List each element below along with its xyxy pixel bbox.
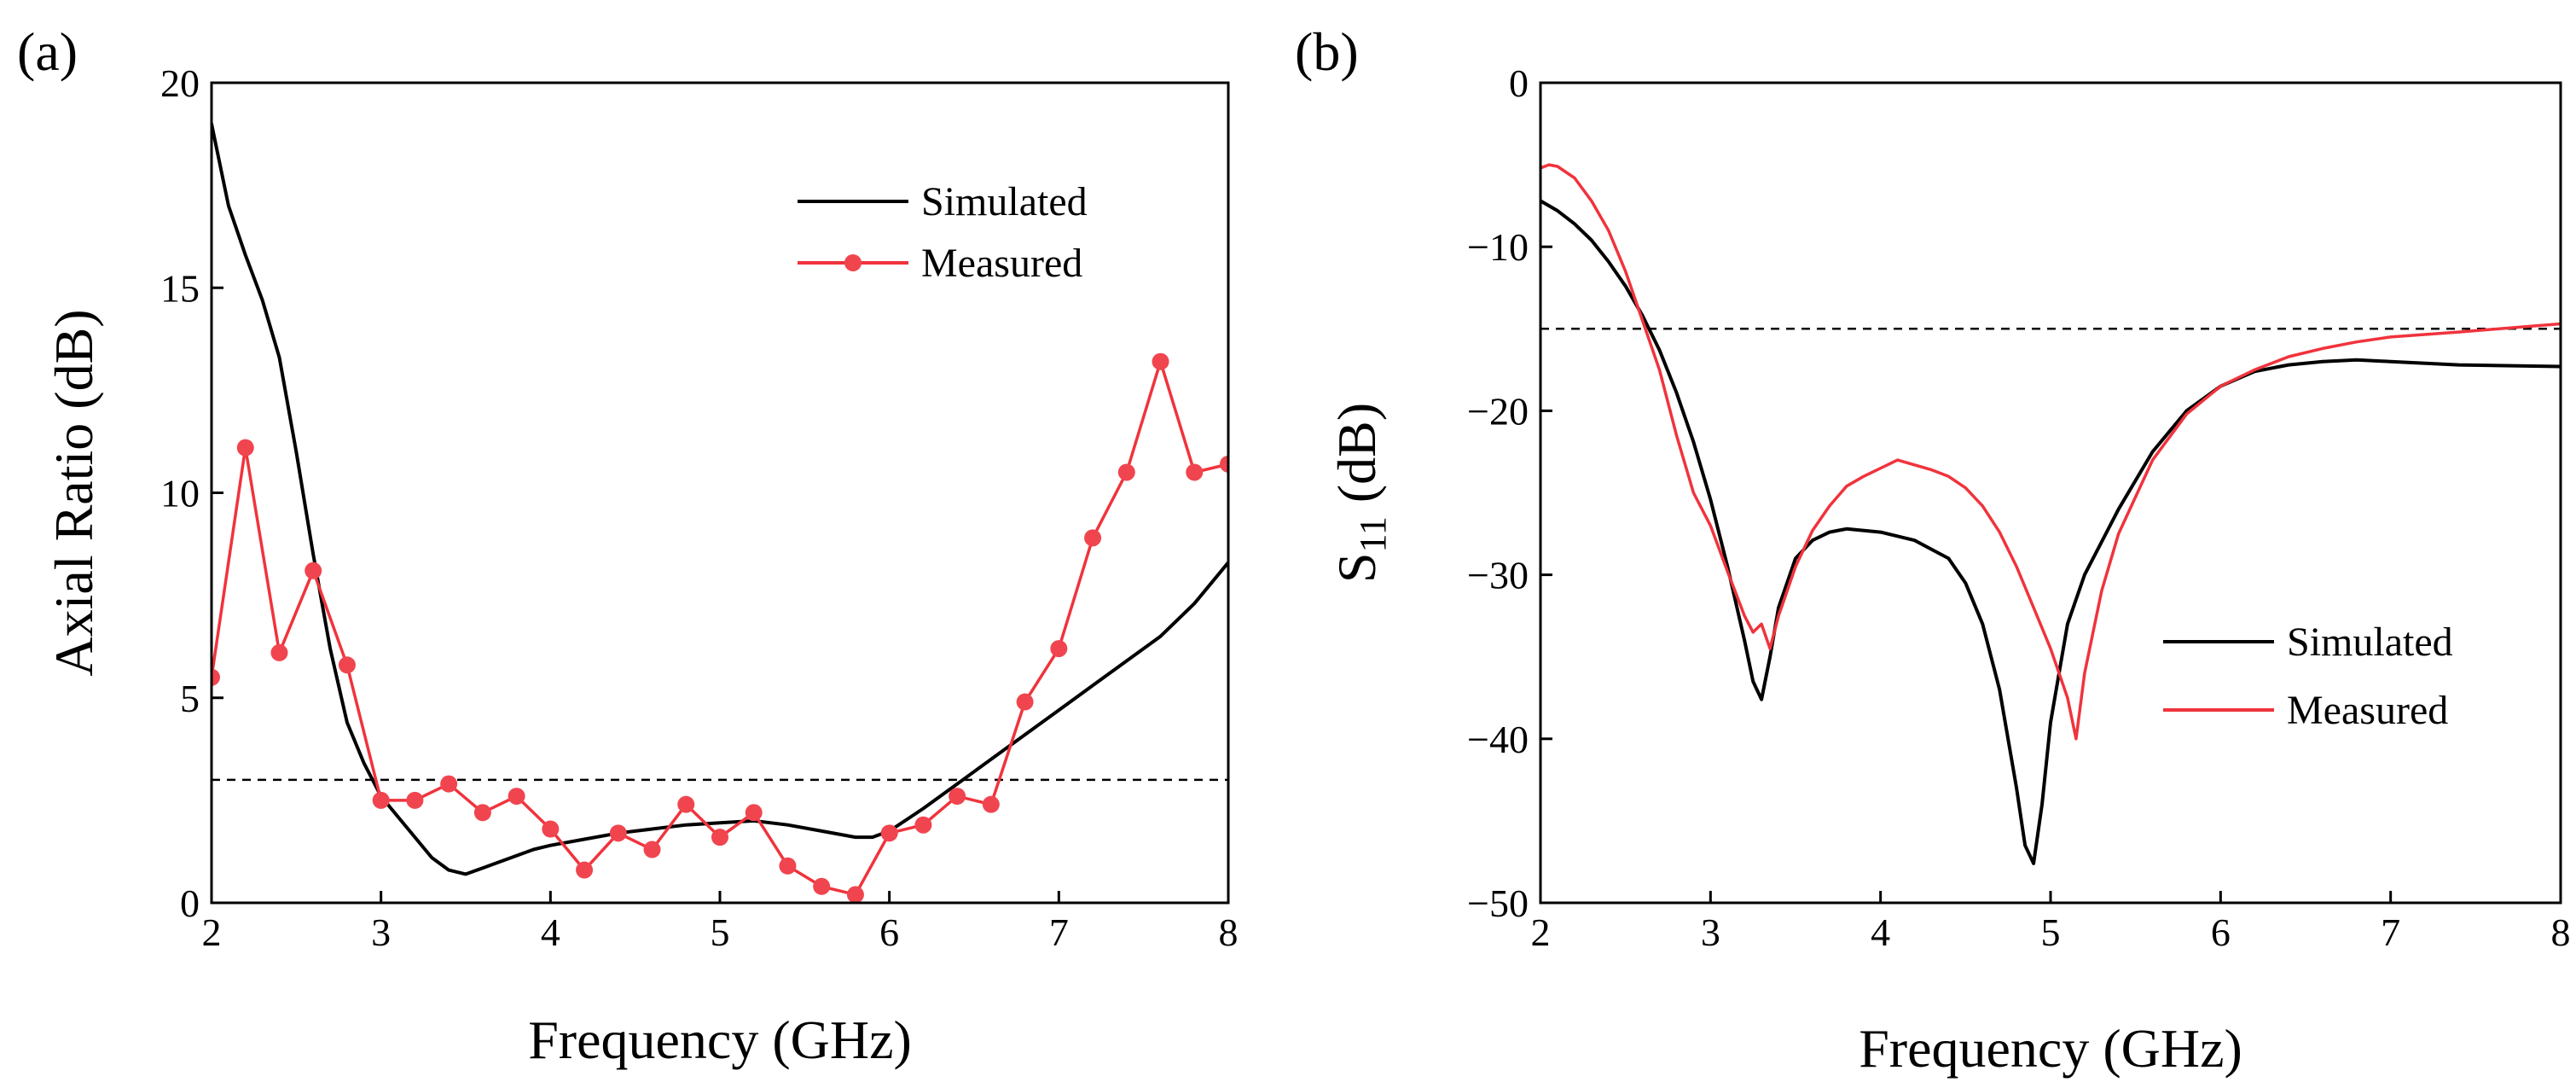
- panel-b-plot-area: [1540, 163, 2561, 865]
- panel-a-legend: Simulated Measured: [798, 179, 1088, 286]
- panel-a-axial-ratio: (a) 2 3 4 5 6 7 8 0 5 10 15 20 Frequency (GHz) Axia…: [17, 21, 1239, 1070]
- x-tick-label: 4: [541, 911, 560, 954]
- panel-b-axes-frame: [1539, 81, 2562, 905]
- series-point-measured: [372, 791, 390, 809]
- legend-label-simulated: Simulated: [921, 179, 1088, 224]
- legend-marker-measured: [844, 254, 862, 271]
- x-tick-label: 2: [1531, 911, 1551, 954]
- panel-a-y-axis-title: Axial Ratio (dB): [44, 309, 104, 676]
- y-tick-label: 15: [160, 266, 200, 310]
- x-tick-label: 7: [2381, 911, 2400, 954]
- x-tick-label: 3: [371, 911, 391, 954]
- x-tick-label: 5: [711, 911, 730, 954]
- panel-b-label: (b): [1295, 21, 1359, 82]
- y-tick-label: −10: [1467, 225, 1529, 269]
- series-point-measured: [1016, 693, 1034, 711]
- series-line-simulated: [1540, 199, 2561, 865]
- y-tick-label: 0: [1509, 61, 1529, 105]
- x-tick-label: 4: [1871, 911, 1890, 954]
- series-line-simulated: [212, 122, 1228, 876]
- legend-label-measured: Measured: [2287, 688, 2448, 733]
- panel-b-x-axis-title: Frequency (GHz): [1859, 1018, 2242, 1079]
- panel-b-legend: Simulated Measured: [2163, 620, 2453, 733]
- panel-b-y-axis-title-subscript: 11: [1352, 516, 1394, 552]
- panel-a-plot-area: [212, 122, 1228, 903]
- series-point-measured: [880, 824, 898, 842]
- series-point-measured: [1050, 640, 1068, 658]
- panel-b-y-axis-title: S11 (dB): [1326, 403, 1394, 583]
- x-tick-label: 2: [202, 911, 222, 954]
- series-point-measured: [982, 795, 1000, 813]
- panel-a-x-axis-title: Frequency (GHz): [528, 1009, 912, 1070]
- panel-b-y-axis-title-suffix: (dB): [1326, 403, 1387, 516]
- series-point-measured: [609, 824, 627, 842]
- series-point-measured: [949, 788, 966, 806]
- series-point-measured: [576, 861, 594, 879]
- x-tick-label: 3: [1701, 911, 1720, 954]
- x-tick-label: 6: [879, 911, 899, 954]
- series-point-measured: [779, 857, 797, 875]
- y-tick-label: 0: [180, 881, 200, 925]
- y-tick-label: −40: [1467, 718, 1529, 761]
- panel-a-label: (a): [17, 21, 78, 82]
- panel-a-ticks: 2 3 4 5 6 7 8 0 5 10 15 20: [160, 61, 1239, 954]
- series-point-measured: [1117, 463, 1135, 481]
- series-point-measured: [508, 788, 525, 806]
- x-tick-label: 8: [1219, 911, 1239, 954]
- series-point-measured: [338, 656, 356, 674]
- series-point-measured: [813, 877, 831, 895]
- y-tick-label: −50: [1467, 881, 1529, 925]
- panel-b-ticks: 2 3 4 5 6 7 8 0 −10 −20 −30 −40 −50: [1467, 61, 2570, 954]
- x-tick-label: 6: [2211, 911, 2231, 954]
- x-tick-label: 8: [2551, 911, 2571, 954]
- series-point-measured: [212, 668, 220, 686]
- series-line-measured: [1540, 163, 2561, 741]
- series-point-measured: [846, 886, 864, 903]
- series-point-measured: [305, 561, 322, 579]
- series-point-measured: [677, 795, 695, 813]
- series-point-measured: [1186, 463, 1204, 481]
- series-point-measured: [745, 804, 763, 822]
- series-point-measured: [236, 439, 254, 457]
- series-line-measured: [212, 359, 1228, 897]
- series-point-measured: [406, 791, 424, 809]
- series-point-measured: [473, 804, 491, 822]
- series-point-measured: [914, 816, 932, 834]
- panel-b-y-axis-title-main: S: [1326, 553, 1387, 584]
- y-tick-label: −20: [1467, 389, 1529, 433]
- x-tick-label: 7: [1049, 911, 1069, 954]
- x-tick-label: 5: [2041, 911, 2061, 954]
- y-tick-label: −30: [1467, 554, 1529, 597]
- series-point-measured: [440, 775, 458, 793]
- series-point-measured: [1220, 455, 1228, 473]
- panel-b-s11: (b) 2 3 4 5 6 7 8 0 −10 −20 −30 −40 −50 Frequency (G…: [1295, 21, 2571, 1079]
- series-point-measured: [1152, 352, 1169, 370]
- series-point-measured: [1084, 529, 1102, 547]
- y-tick-label: 10: [160, 472, 200, 515]
- series-point-measured: [643, 841, 661, 858]
- series-point-measured: [270, 643, 288, 661]
- legend-label-measured: Measured: [921, 241, 1082, 286]
- y-tick-label: 5: [180, 677, 200, 720]
- legend-label-simulated: Simulated: [2287, 620, 2453, 665]
- series-point-measured: [542, 820, 560, 838]
- panel-a-axes-frame: [210, 81, 1230, 905]
- y-tick-label: 20: [160, 61, 200, 105]
- series-point-measured: [711, 829, 728, 847]
